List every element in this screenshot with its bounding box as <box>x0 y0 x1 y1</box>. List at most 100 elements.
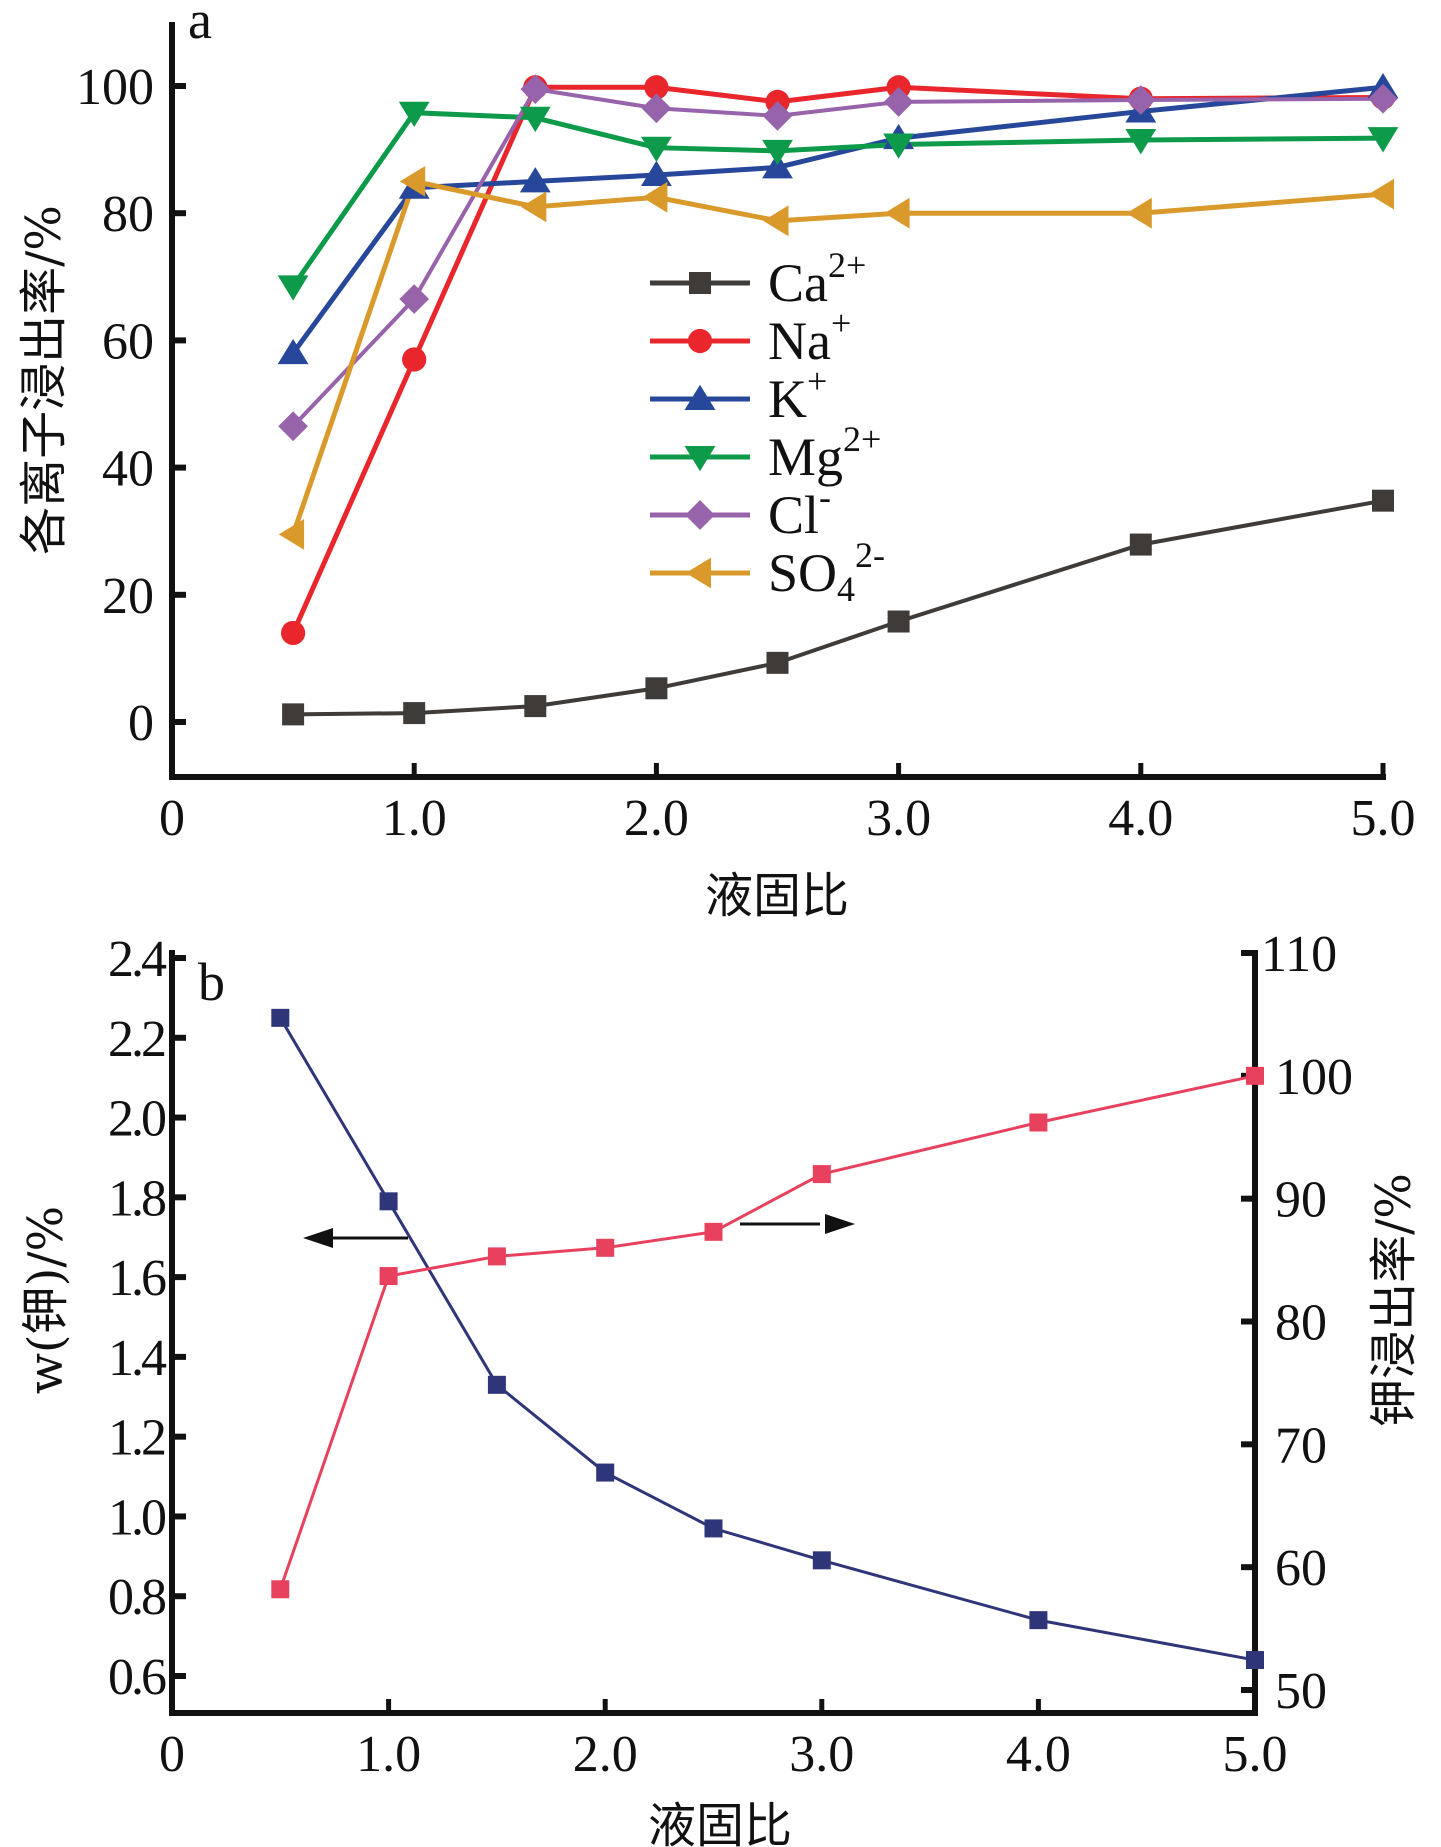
panel-b-ylabel-right: 钾浸出率/% <box>1366 1173 1422 1427</box>
legend-label: Na+ <box>768 303 851 371</box>
data-point-k <box>277 338 309 365</box>
panel-b-right-tick-label: 50 <box>1275 1663 1327 1720</box>
panel-b-arrows <box>303 1214 855 1248</box>
panel-b-left-tick-label: 2.2 <box>108 1011 165 1068</box>
data-point-potassium-leaching-rate <box>379 1267 398 1286</box>
series-line-so <box>290 178 1384 536</box>
panel-b-ticks: 0.6 0.8 1.0 1.2 1.4 1.6 1.8 2.0 2.2 2.4 50 60 70 80 90… <box>108 926 1353 1783</box>
legend-marker <box>685 500 715 530</box>
data-point-k <box>641 160 672 187</box>
panel-a: 0 20 40 60 80 100 0 1.0 2.0 3.0 4.0 5.0 Ca2+Na+K+Mg… <box>16 0 1416 924</box>
series-line-potassium-leaching-rate <box>278 1074 1256 1590</box>
panel-b-letter: b <box>198 952 225 1012</box>
data-point-potassium-content <box>487 1375 506 1394</box>
panel-b-right-tick-label: 80 <box>1275 1295 1327 1352</box>
panel-b: 0.6 0.8 1.0 1.2 1.4 1.6 1.8 2.0 2.2 2.4 50 60 70 80 90… <box>18 926 1422 1847</box>
panel-b-x-tick-label: 1.0 <box>356 1726 421 1783</box>
panel-a-y-tick-label: 60 <box>102 313 154 370</box>
data-point-mg <box>641 136 672 162</box>
data-point-mg <box>277 275 309 301</box>
panel-b-x-tick-label: 2.0 <box>573 1726 638 1783</box>
data-point-cl <box>1368 83 1398 114</box>
data-point-potassium-content <box>704 1519 723 1538</box>
data-point-so <box>521 191 547 223</box>
legend-item-so: SO42- <box>650 535 885 609</box>
legend-label: Mg2+ <box>768 419 881 487</box>
panel-a-y-tick-label: 20 <box>102 568 154 625</box>
panel-b-x-tick-label: 5.0 <box>1223 1726 1288 1783</box>
panel-a-xlabel: 液固比 <box>705 868 849 924</box>
data-point-cl <box>399 284 430 314</box>
panel-b-left-tick-label: 1.4 <box>108 1330 167 1387</box>
legend-label: Ca2+ <box>768 245 866 313</box>
data-point-cl <box>1125 85 1156 115</box>
data-point-ca <box>524 695 547 718</box>
data-point-so <box>884 197 910 229</box>
panel-a-x-tick-label: 2.0 <box>624 790 689 847</box>
panel-b-left-tick-label: 2.4 <box>108 931 167 988</box>
panel-a-ticks: 0 20 40 60 80 100 0 1.0 2.0 3.0 4.0 5.0 <box>76 59 1416 847</box>
panel-a-y-tick-label: 80 <box>102 186 154 243</box>
series-line-ca <box>293 498 1384 717</box>
data-point-potassium-content <box>812 1551 831 1570</box>
data-point-so <box>278 518 305 550</box>
panel-a-x-tick-label: 0 <box>159 790 185 847</box>
panel-b-right-tick-label: 90 <box>1275 1172 1327 1229</box>
data-point-ca <box>645 677 668 700</box>
panel-a-x-tick-label: 4.0 <box>1108 790 1173 847</box>
panel-b-left-tick-label: 1.0 <box>108 1489 166 1546</box>
data-point-potassium-content <box>1029 1611 1048 1630</box>
data-point-ca <box>1372 489 1394 512</box>
panel-b-x-tick-label: 3.0 <box>789 1726 854 1783</box>
data-point-k <box>519 167 551 193</box>
legend-marker <box>684 384 716 410</box>
panel-a-y-tick-label: 100 <box>76 59 154 116</box>
legend-item-k: K+ <box>650 361 827 429</box>
panel-b-x-tick-label: 0 <box>159 1726 185 1783</box>
panel-b-xlabel: 液固比 <box>648 1798 792 1847</box>
data-point-mg <box>883 133 914 159</box>
data-point-mg <box>1125 129 1157 155</box>
data-point-potassium-content <box>1246 1651 1264 1670</box>
data-point-potassium-leaching-rate <box>271 1580 290 1599</box>
data-point-mg <box>762 139 793 166</box>
data-point-so <box>763 205 789 237</box>
data-point-mg <box>398 101 430 128</box>
data-point-ca <box>887 610 910 633</box>
legend-item-mg: Mg2+ <box>650 419 881 487</box>
panel-a-series <box>277 72 1399 726</box>
legend-marker <box>687 328 713 354</box>
panel-b-right-tick-label: 110 <box>1261 926 1337 983</box>
data-point-so <box>399 166 426 197</box>
data-point-k <box>762 153 793 179</box>
data-point-cl <box>278 411 308 442</box>
data-point-potassium-content <box>271 1008 290 1027</box>
data-point-ca <box>282 703 305 726</box>
panel-a-ylabel: 各离子浸出率/% <box>16 205 72 555</box>
data-point-cl <box>520 74 551 105</box>
data-point-ca <box>766 651 789 674</box>
data-point-mg <box>519 106 551 133</box>
data-point-potassium-leaching-rate <box>596 1238 615 1257</box>
data-point-na <box>644 75 669 100</box>
data-point-potassium-leaching-rate <box>704 1222 723 1241</box>
data-point-potassium-leaching-rate <box>812 1165 831 1184</box>
data-point-so <box>1368 178 1394 210</box>
panel-a-y-tick-label: 0 <box>128 695 154 752</box>
panel-a-letter: a <box>188 0 212 50</box>
panel-b-left-tick-label: 2.0 <box>108 1091 166 1148</box>
data-point-potassium-content <box>596 1463 615 1482</box>
data-point-mg <box>1367 127 1399 153</box>
data-point-potassium-leaching-rate <box>1246 1066 1264 1085</box>
legend-marker <box>685 557 711 589</box>
legend-label: Cl- <box>768 477 831 545</box>
panel-a-axes <box>169 22 1386 780</box>
series-line-na <box>290 84 1384 634</box>
panel-a-x-tick-label: 3.0 <box>866 790 931 847</box>
panel-b-left-tick-label: 1.2 <box>108 1410 165 1467</box>
panel-b-left-tick-label: 1.6 <box>108 1250 166 1307</box>
panel-b-right-tick-label: 60 <box>1275 1540 1327 1597</box>
panel-b-left-tick-label: 1.8 <box>108 1170 166 1227</box>
arrow-left-icon <box>303 1228 333 1248</box>
